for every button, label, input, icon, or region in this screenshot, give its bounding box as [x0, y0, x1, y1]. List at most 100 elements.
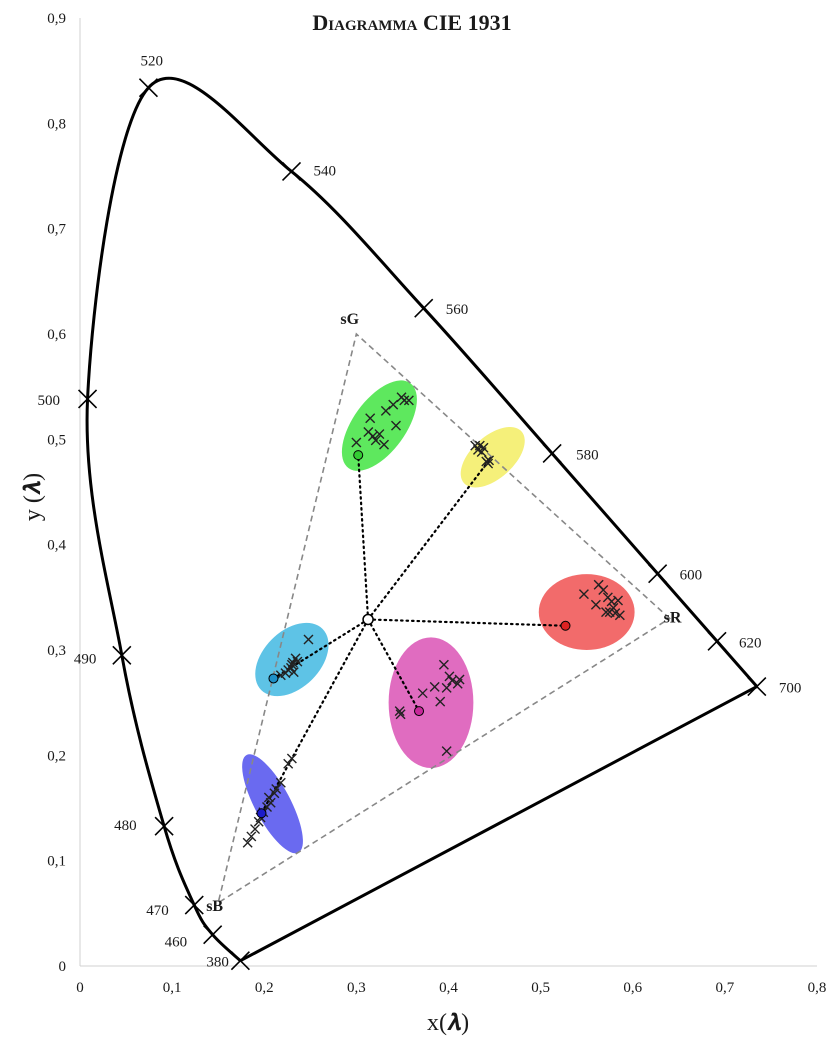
cyan-data-point [303, 634, 314, 645]
wavelength-marker [281, 161, 302, 182]
y-tick-label: 0,4 [47, 538, 66, 554]
magenta-data-point [438, 659, 449, 670]
y-tick-label: 0,7 [47, 222, 66, 238]
magenta-data-point [395, 709, 406, 720]
srgb-primary-label: sR [664, 609, 682, 626]
magenta-data-point [429, 681, 440, 692]
magenta-data-point [394, 706, 405, 717]
magenta-data-point [441, 746, 452, 757]
x-tick-label: 0,4 [439, 980, 458, 996]
green-data-point [403, 395, 414, 406]
green-data-point [365, 413, 376, 424]
y-tick-label: 0 [59, 959, 67, 975]
cyan-data-point [286, 659, 297, 670]
cluster-centroids [256, 450, 571, 819]
wavelength-label: 580 [576, 447, 599, 463]
srgb-primary-label: sB [206, 898, 223, 915]
link-line [260, 757, 293, 815]
green-data-point [367, 431, 378, 442]
y-tick-label: 0,8 [47, 116, 66, 132]
y-tick-label: 0,9 [47, 11, 66, 27]
link-line [366, 459, 491, 621]
wavelength-label: 380 [206, 955, 229, 971]
wavelength-marker [112, 645, 132, 665]
magenta-centroid-marker [414, 706, 425, 717]
wavelength-marker [230, 951, 250, 971]
blue-centroid-marker [256, 808, 267, 819]
x-tick-label: 0,8 [808, 980, 827, 996]
white-point-marker [362, 613, 374, 626]
green-cluster-ellipse [341, 380, 417, 471]
green-data-point [380, 405, 391, 416]
y-tick-labels: 0 0,1 0,2 0,3 0,4 0,5 0,6 0,7 0,8 0,9 [47, 11, 66, 975]
magenta-cluster-ellipse [388, 637, 474, 768]
wavelength-marker [154, 816, 174, 836]
cluster-ellipses [242, 380, 635, 854]
x-axis-title: x(𝝀) [427, 1010, 469, 1036]
wavelength-marker [542, 443, 562, 464]
y-tick-label: 0,1 [47, 854, 66, 870]
x-tick-label: 0,1 [163, 980, 182, 996]
x-tick-label: 0,6 [623, 980, 642, 996]
wavelength-marker [138, 78, 159, 98]
red-data-point [614, 610, 625, 621]
blue-data-point [246, 831, 257, 842]
wavelength-marker [747, 676, 767, 697]
blue-data-point [271, 784, 282, 795]
wavelength-label: 470 [146, 903, 169, 919]
y-tick-label: 0,2 [47, 748, 66, 764]
wavelength-label: 700 [779, 681, 802, 697]
green-data-point [399, 395, 410, 406]
yellow-data-point [484, 455, 495, 466]
magenta-data-point [417, 688, 428, 699]
wavelength-marker [77, 389, 98, 409]
link-line [366, 618, 567, 627]
cyan-data-point [292, 656, 303, 667]
red-data-point [578, 589, 589, 600]
blue-data-point [250, 824, 261, 835]
wavelength-label: 460 [165, 935, 188, 951]
x-tick-label: 0,3 [347, 980, 366, 996]
srgb-gamut-triangle [216, 332, 671, 905]
blue-data-point [263, 792, 274, 803]
red-data-point [613, 595, 624, 606]
cyan-data-point [290, 653, 301, 664]
green-data-point [351, 437, 362, 448]
green-data-point [379, 439, 390, 450]
y-axis-title: y (𝝀) [20, 473, 46, 521]
red-centroid-marker [560, 620, 571, 631]
magenta-data-point [454, 674, 465, 685]
green-centroid-marker [353, 450, 364, 461]
blue-data-point [265, 797, 276, 808]
link-line [290, 618, 370, 760]
red-data-point [601, 607, 612, 618]
blue-data-point [286, 753, 297, 764]
blue-data-point [275, 777, 286, 788]
red-data-point [598, 584, 609, 595]
wavelength-label: 500 [38, 393, 61, 409]
yellow-data-point [483, 458, 494, 469]
green-data-point [388, 399, 399, 410]
wavelength-marker [648, 564, 668, 584]
blue-data-point [283, 758, 294, 769]
y-tick-label: 0,6 [47, 327, 66, 343]
wavelength-marker [414, 298, 434, 318]
blue-data-point [242, 837, 253, 848]
red-cluster-ellipse [538, 574, 635, 650]
wavelength-label: 520 [140, 54, 163, 70]
x-tick-label: 0 [76, 980, 84, 996]
green-data-point [374, 429, 385, 440]
x-tick-label: 0,5 [531, 980, 550, 996]
measurement-points [242, 392, 625, 848]
magenta-data-point [435, 696, 446, 707]
srgb-primary-labels: sR sG sB [206, 311, 682, 915]
spectral-locus-curve [85, 76, 758, 962]
wavelength-label: 490 [74, 651, 97, 667]
link-line [366, 618, 421, 713]
link-line [357, 454, 370, 621]
wavelength-marker [184, 895, 204, 915]
cyan-cluster-ellipse [255, 622, 329, 697]
y-tick-label: 0,5 [47, 432, 66, 448]
wavelength-marker [707, 631, 727, 651]
